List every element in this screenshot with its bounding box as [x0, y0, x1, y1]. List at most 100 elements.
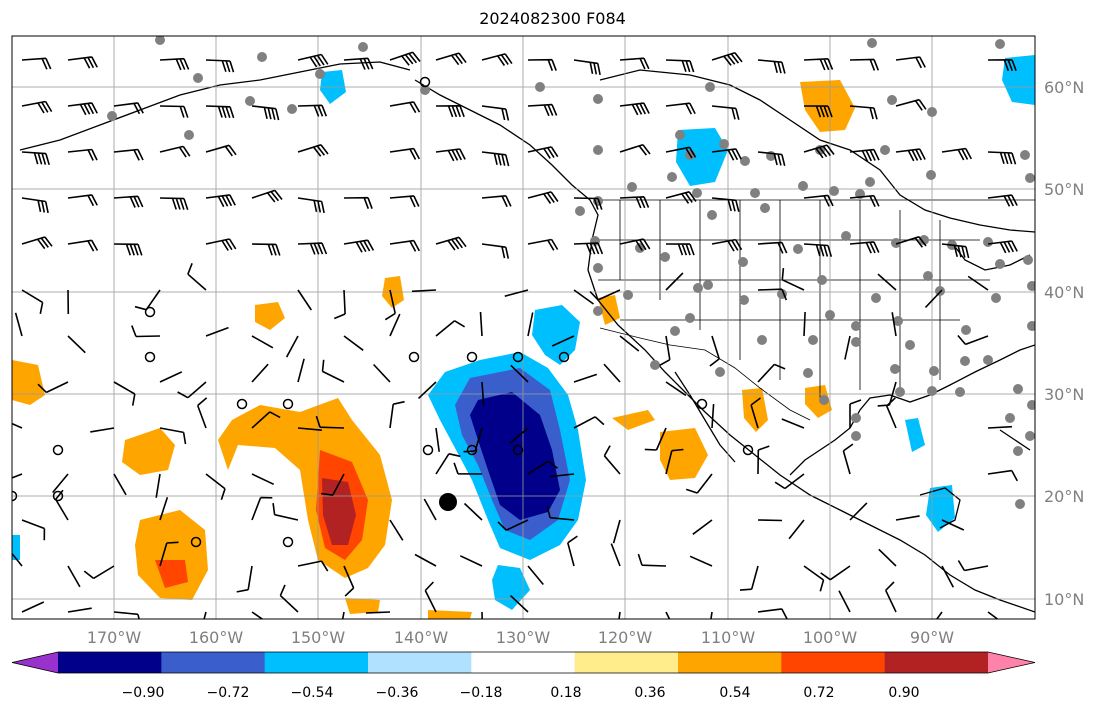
wind-barb	[895, 236, 927, 248]
wind-barb	[573, 416, 605, 429]
wind-barb	[757, 363, 786, 383]
wind-barb	[417, 381, 437, 399]
wind-barb	[849, 105, 878, 120]
calm-wind-markers	[12, 76, 754, 548]
wind-barb	[895, 148, 926, 162]
colorbar-tick: 0.72	[803, 685, 834, 701]
wind-barb	[131, 325, 161, 338]
station-marker-large	[439, 493, 457, 511]
wind-barb	[573, 59, 601, 76]
wind-barb	[389, 313, 401, 337]
map-frame	[11, 35, 1036, 620]
wind-barb	[343, 335, 364, 351]
wind-barb	[297, 358, 305, 383]
wind-barb	[423, 498, 437, 521]
wind-barb	[987, 469, 1019, 482]
colorbar-segment	[574, 652, 679, 673]
wind-barb	[297, 242, 328, 255]
colorbar-tick: 0.36	[634, 685, 665, 701]
wind-barb	[67, 56, 98, 69]
positive-anomaly-west	[218, 398, 392, 578]
colorbar-extend-high	[988, 652, 1035, 673]
wind-barb	[205, 194, 236, 208]
lat-label: 30°N	[1044, 385, 1084, 404]
wind-barb	[842, 443, 854, 475]
wind-barb	[711, 105, 740, 120]
wind-barb	[619, 335, 640, 352]
wind-barb	[895, 98, 927, 111]
wind-barb	[479, 311, 483, 337]
wind-barb	[251, 189, 283, 203]
wind-barb	[527, 58, 557, 71]
wind-barb	[527, 146, 559, 159]
wind-barb	[251, 243, 281, 256]
wind-barb	[411, 289, 437, 293]
wind-barb	[435, 52, 467, 66]
wind-barb	[781, 418, 805, 429]
wind-barb	[567, 535, 578, 567]
wind-barb	[83, 565, 115, 580]
wind-barb	[251, 363, 269, 383]
lat-label: 20°N	[1044, 487, 1084, 506]
map-title: 2024082300 F084	[479, 9, 626, 28]
wind-barb	[159, 145, 191, 158]
wind-barb	[435, 427, 440, 452]
wind-barb	[987, 194, 1018, 207]
wind-barb	[924, 289, 943, 308]
wind-barb	[481, 611, 483, 619]
wind-barb	[297, 560, 329, 572]
wind-barb	[435, 236, 467, 251]
wind-barb	[285, 335, 299, 358]
wind-barb	[333, 289, 346, 320]
wind-barb	[573, 373, 598, 383]
wind-barb	[435, 320, 466, 337]
wind-barb	[435, 148, 466, 162]
wind-barb	[665, 102, 696, 115]
wind-barb	[665, 191, 697, 204]
colorbar-segment	[368, 652, 472, 673]
wind-barb	[711, 404, 715, 429]
wind-barb	[685, 473, 713, 494]
colorbar-segment	[161, 652, 266, 673]
wind-barb	[463, 502, 483, 521]
wind-barb	[365, 611, 391, 614]
wind-barb	[665, 59, 695, 73]
wind-barb	[803, 311, 806, 337]
wind-barb	[435, 453, 461, 475]
wind-barb	[619, 102, 650, 116]
wind-barb	[497, 519, 529, 531]
wind-barb	[757, 241, 788, 254]
wind-barb	[877, 273, 897, 291]
colorbar-segment	[781, 652, 886, 673]
wind-barb	[895, 515, 920, 521]
wind-barb	[941, 147, 973, 161]
wind-barb	[205, 238, 237, 251]
wind-barb	[321, 359, 345, 383]
wind-barb	[205, 105, 235, 119]
wind-barb	[895, 56, 926, 69]
wind-barb	[803, 105, 833, 118]
wind-barb	[251, 496, 273, 521]
wind-barb	[389, 101, 421, 114]
wind-barb	[67, 102, 98, 116]
wind-barb	[941, 519, 965, 531]
wind-barb	[481, 195, 512, 208]
wind-barb	[849, 502, 868, 521]
wind-barb	[665, 243, 695, 256]
colorbar-extend-low	[12, 652, 58, 673]
lon-label: 100°W	[803, 628, 858, 647]
negative-anomaly-small	[12, 55, 1035, 560]
wind-barb	[788, 519, 805, 540]
wind-barb	[750, 397, 761, 429]
wind-barb	[603, 445, 621, 475]
wind-barb	[665, 272, 684, 291]
wind-barb	[159, 371, 183, 383]
colorbar-tick: 0.90	[888, 685, 919, 701]
lat-label: 50°N	[1044, 180, 1084, 199]
wind-barb	[739, 565, 759, 591]
wind-barb	[987, 425, 1013, 429]
wind-barb	[612, 519, 621, 544]
wind-barb	[113, 195, 144, 208]
colorbar-segment	[264, 652, 369, 673]
colorbar-tick: 0.54	[719, 685, 750, 701]
